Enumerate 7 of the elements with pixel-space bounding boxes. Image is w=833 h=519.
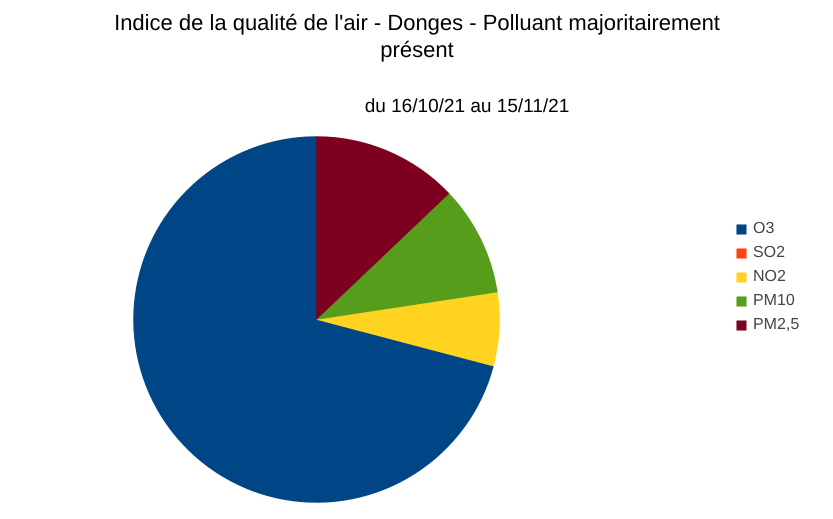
chart-title: Indice de la qualité de l'air - Donges - Polluant majoritairement présent: [114, 10, 720, 62]
chart-subtitle: du 16/10/21 au 15/11/21: [364, 96, 570, 117]
legend-label: SO2: [753, 244, 786, 262]
legend-label: PM2,5: [753, 316, 800, 334]
legend-label: O3: [753, 220, 774, 238]
legend-label: NO2: [753, 268, 786, 286]
legend-label: PM10: [753, 292, 795, 310]
